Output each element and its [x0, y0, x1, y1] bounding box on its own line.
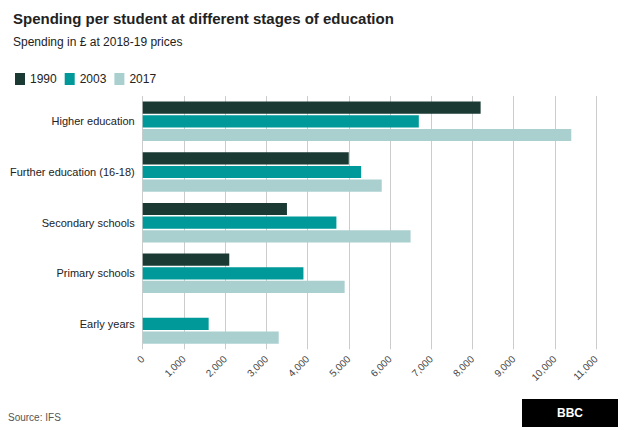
svg-text:Spending per student at differ: Spending per student at different stages…: [13, 10, 394, 27]
svg-text:2003: 2003: [80, 72, 107, 86]
svg-text:Early years: Early years: [80, 318, 136, 330]
svg-text:8,000: 8,000: [451, 353, 477, 379]
svg-text:4,000: 4,000: [286, 353, 312, 379]
svg-text:1990: 1990: [30, 72, 57, 86]
svg-text:9,000: 9,000: [492, 353, 518, 379]
svg-text:0: 0: [135, 353, 147, 365]
svg-text:2017: 2017: [129, 72, 156, 86]
svg-text:BBC: BBC: [557, 406, 583, 420]
svg-text:Secondary schools: Secondary schools: [42, 217, 135, 229]
svg-text:Higher education: Higher education: [52, 115, 135, 127]
svg-text:10,000: 10,000: [529, 353, 559, 383]
svg-text:5,000: 5,000: [327, 353, 353, 379]
svg-text:3,000: 3,000: [245, 353, 271, 379]
svg-text:1,000: 1,000: [162, 353, 188, 379]
svg-text:Spending in £ at 2018-19 price: Spending in £ at 2018-19 prices: [13, 35, 182, 49]
svg-text:Further education (16-18): Further education (16-18): [10, 166, 135, 178]
svg-text:6,000: 6,000: [368, 353, 394, 379]
svg-text:11,000: 11,000: [571, 353, 600, 382]
svg-text:Primary schools: Primary schools: [56, 267, 135, 279]
svg-text:2,000: 2,000: [204, 353, 230, 379]
svg-text:7,000: 7,000: [410, 353, 436, 379]
svg-text:Source: IFS: Source: IFS: [8, 412, 61, 423]
